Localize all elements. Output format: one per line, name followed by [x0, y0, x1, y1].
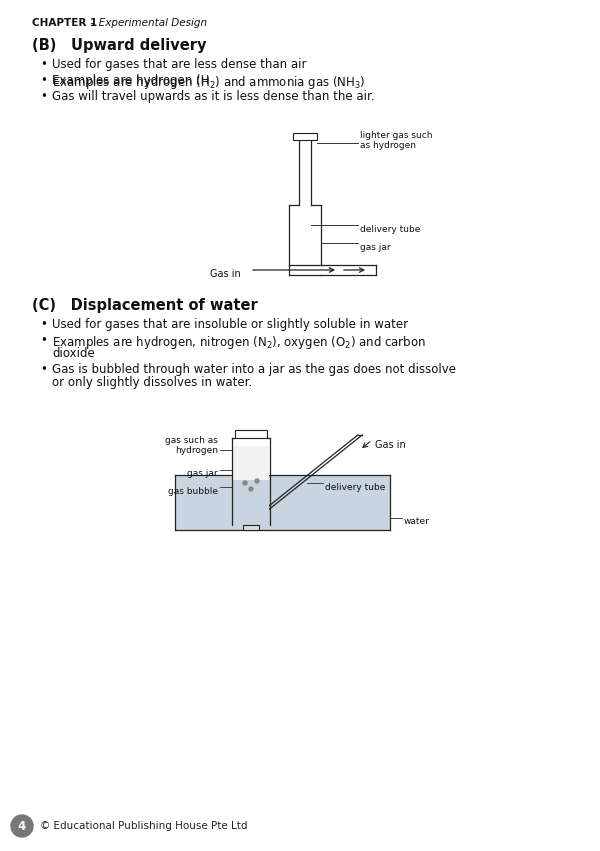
Circle shape	[249, 487, 253, 491]
Text: •: •	[40, 90, 47, 103]
Text: (B) Upward delivery: (B) Upward delivery	[32, 38, 206, 53]
Text: – Experimental Design: – Experimental Design	[87, 18, 207, 28]
Text: Examples are hydrogen (H$_2$) and ammonia gas (NH$_3$): Examples are hydrogen (H$_2$) and ammoni…	[52, 74, 365, 91]
Text: Examples are hydrogen (H: Examples are hydrogen (H	[52, 74, 209, 87]
Bar	[233, 446, 269, 480]
Text: CHAPTER 1: CHAPTER 1	[32, 18, 97, 28]
Text: lighter gas such: lighter gas such	[360, 131, 433, 140]
Bar	[243, 525, 259, 530]
Text: or only slightly dissolves in water.: or only slightly dissolves in water.	[52, 376, 252, 389]
Text: delivery tube: delivery tube	[360, 225, 421, 233]
Text: •: •	[40, 334, 47, 347]
Text: (C) Displacement of water: (C) Displacement of water	[32, 298, 258, 313]
Text: •: •	[40, 318, 47, 331]
Text: Gas will travel upwards as it is less dense than the air.: Gas will travel upwards as it is less de…	[52, 90, 374, 103]
Text: gas jar: gas jar	[360, 243, 391, 252]
Text: Gas is bubbled through water into a jar as the gas does not dissolve: Gas is bubbled through water into a jar …	[52, 363, 456, 376]
Text: Used for gases that are insoluble or slightly soluble in water: Used for gases that are insoluble or sli…	[52, 318, 408, 331]
Text: Gas in: Gas in	[375, 440, 406, 450]
Text: •: •	[40, 74, 47, 87]
Text: •: •	[40, 58, 47, 71]
Text: gas bubble: gas bubble	[168, 487, 218, 495]
Text: 4: 4	[18, 820, 26, 832]
Bar	[233, 480, 269, 524]
Text: gas jar: gas jar	[187, 470, 218, 478]
Bar	[175, 475, 390, 530]
Text: Gas in: Gas in	[210, 269, 241, 279]
Text: dioxide: dioxide	[52, 347, 95, 360]
Text: © Educational Publishing House Pte Ltd: © Educational Publishing House Pte Ltd	[40, 821, 248, 831]
Bar	[235, 430, 267, 438]
Text: as hydrogen: as hydrogen	[360, 141, 416, 150]
Text: Used for gases that are less dense than air: Used for gases that are less dense than …	[52, 58, 307, 71]
Circle shape	[243, 481, 247, 485]
Text: delivery tube: delivery tube	[325, 483, 385, 492]
Circle shape	[11, 815, 33, 837]
Bar	[293, 133, 317, 140]
Text: water: water	[404, 517, 430, 527]
Text: gas such as: gas such as	[165, 436, 218, 445]
Text: Examples are hydrogen, nitrogen (N$_2$), oxygen (O$_2$) and carbon: Examples are hydrogen, nitrogen (N$_2$),…	[52, 334, 426, 351]
Circle shape	[255, 479, 259, 483]
Text: •: •	[40, 363, 47, 376]
Text: hydrogen: hydrogen	[175, 446, 218, 455]
